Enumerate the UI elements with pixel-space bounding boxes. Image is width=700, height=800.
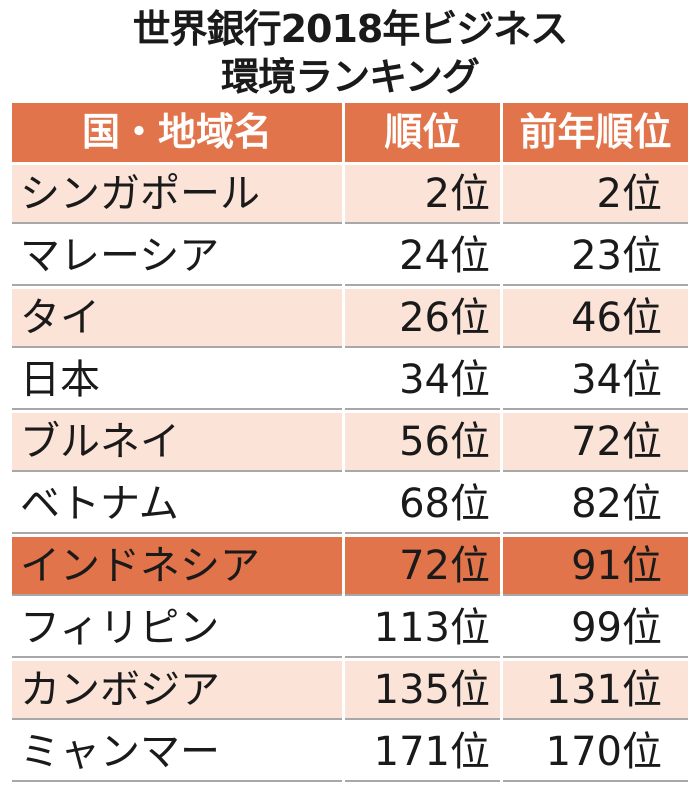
cell-rank: 26位 [345,289,500,348]
table-row: ミャンマー 171位 170位 [12,723,688,782]
cell-prev-rank: 23位 [503,227,688,286]
cell-country: カンボジア [12,661,342,720]
cell-prev-rank: 131位 [503,661,688,720]
header-prev-rank: 前年順位 [503,103,688,162]
cell-country: ミャンマー [12,723,342,782]
table-row: ベトナム 68位 82位 [12,475,688,534]
header-country: 国・地域名 [12,103,342,162]
cell-rank: 34位 [345,351,500,410]
cell-country: ベトナム [12,475,342,534]
cell-country: タイ [12,289,342,348]
cell-prev-rank: 72位 [503,413,688,472]
cell-prev-rank: 99位 [503,599,688,658]
table-row: タイ 26位 46位 [12,289,688,348]
table-row: 日本 34位 34位 [12,351,688,410]
cell-prev-rank: 46位 [503,289,688,348]
cell-prev-rank: 91位 [503,537,688,596]
table-row: マレーシア 24位 23位 [12,227,688,286]
cell-rank: 24位 [345,227,500,286]
cell-rank: 72位 [345,537,500,596]
table-row: ブルネイ 56位 72位 [12,413,688,472]
chart-title-line-1: 世界銀行2018年ビジネス [132,7,569,51]
table-row: カンボジア 135位 131位 [12,661,688,720]
cell-country: ブルネイ [12,413,342,472]
ranking-table: 国・地域名 順位 前年順位 シンガポール 2位 2位 マレーシア 24位 23位 タイ 26位… [12,103,688,789]
cell-rank: 2位 [345,165,500,224]
cell-prev-rank: 34位 [503,351,688,410]
cell-prev-rank: 2位 [503,165,688,224]
header-rank: 順位 [345,103,500,162]
chart-title-line-2: 環境ランキング [221,55,480,99]
cell-rank: 113位 [345,599,500,658]
cell-country: シンガポール [12,165,342,224]
cell-rank: 171位 [345,723,500,782]
cell-prev-rank: 170位 [503,723,688,782]
table-row: フィリピン 113位 99位 [12,599,688,658]
table-header: 国・地域名 順位 前年順位 [12,103,688,162]
cell-prev-rank: 82位 [503,475,688,534]
cell-rank: 56位 [345,413,500,472]
cell-country: インドネシア [12,537,342,596]
cell-country: フィリピン [12,599,342,658]
cell-country: マレーシア [12,227,342,286]
cell-rank: 135位 [345,661,500,720]
cell-country: 日本 [12,351,342,410]
cell-rank: 68位 [345,475,500,534]
table-row: シンガポール 2位 2位 [12,165,688,224]
table-row: インドネシア 72位 91位 [12,537,688,596]
